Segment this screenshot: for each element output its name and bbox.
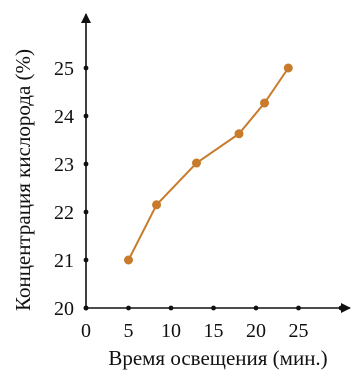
x-tick-label: 20 bbox=[246, 320, 266, 342]
x-tick-label: 25 bbox=[289, 320, 309, 342]
data-point bbox=[152, 200, 162, 210]
y-tick-label: 24 bbox=[54, 106, 74, 128]
x-tick-label: 15 bbox=[204, 320, 224, 342]
y-tick-label: 20 bbox=[54, 298, 74, 320]
y-tick-mark bbox=[83, 257, 89, 263]
data-point bbox=[260, 98, 269, 108]
y-tick-mark bbox=[83, 209, 89, 215]
x-tick-mark bbox=[253, 305, 259, 311]
series-line bbox=[127, 67, 290, 261]
data-point bbox=[192, 158, 201, 168]
y-tick-mark bbox=[83, 65, 89, 71]
y-tick-label: 21 bbox=[54, 250, 74, 272]
data-point bbox=[283, 63, 293, 73]
data-point bbox=[234, 129, 244, 139]
y-ticks: 20 21 22 23 24 25 bbox=[54, 58, 89, 320]
series-layer bbox=[124, 63, 293, 265]
x-tick-mark bbox=[211, 305, 216, 311]
x-tick-label: 5 bbox=[124, 320, 134, 342]
y-tick-label: 25 bbox=[54, 58, 74, 80]
data-point bbox=[124, 255, 133, 265]
x-tick-label: 10 bbox=[161, 320, 181, 342]
y-tick-mark bbox=[83, 305, 89, 311]
y-axis-title: Концентрация кислорода (%) bbox=[11, 49, 35, 311]
x-axis-title: Время освещения (мин.) bbox=[108, 346, 327, 370]
x-tick-mark bbox=[338, 305, 344, 311]
y-tick-label: 22 bbox=[54, 202, 74, 224]
y-tick-mark bbox=[83, 161, 89, 167]
y-tick-label: 23 bbox=[54, 154, 74, 176]
x-ticks: 0 5 10 15 20 25 bbox=[81, 305, 344, 342]
x-tick-label: 0 bbox=[81, 320, 91, 342]
x-tick-mark bbox=[168, 305, 174, 311]
y-tick-mark bbox=[83, 113, 89, 119]
x-tick-mark bbox=[126, 305, 131, 311]
x-tick-mark bbox=[296, 305, 301, 311]
